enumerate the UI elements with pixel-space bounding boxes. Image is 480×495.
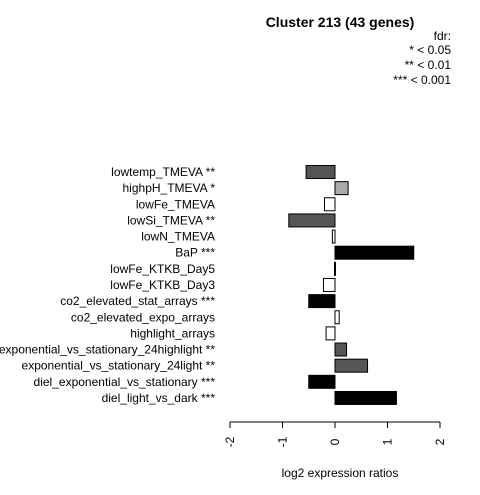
bar xyxy=(305,165,336,179)
category-label: lowSi_TMEVA ** xyxy=(127,213,215,227)
bar xyxy=(333,261,336,276)
bar xyxy=(322,277,336,292)
x-tick-label: 0 xyxy=(328,438,342,445)
category-label: highpH_TMEVA * xyxy=(123,181,216,195)
x-axis: -2 -1 0 1 2 xyxy=(223,421,447,447)
bar xyxy=(331,229,336,244)
category-labels: lowtemp_TMEVA ** highpH_TMEVA * lowFe_TMEV… xyxy=(0,165,215,405)
bars xyxy=(288,165,415,405)
category-label: exponential_vs_stationary_24highlight ** xyxy=(0,343,215,357)
x-tick-label: -2 xyxy=(223,436,237,447)
bar xyxy=(334,310,340,325)
bar xyxy=(334,390,397,405)
category-label: lowN_TMEVA xyxy=(141,230,215,244)
bar xyxy=(334,245,415,260)
x-tick-label: 2 xyxy=(433,438,447,445)
category-label: lowFe_KTKB_Day3 xyxy=(110,278,215,292)
category-label: exponential_vs_stationary_24light ** xyxy=(22,359,216,373)
x-axis-label: log2 expression ratios xyxy=(282,466,399,480)
bar xyxy=(334,181,349,196)
bar xyxy=(308,294,336,309)
x-tick-label: -1 xyxy=(276,436,290,447)
bar xyxy=(288,213,336,228)
x-tick-label: 1 xyxy=(381,438,395,445)
legend-title: fdr: xyxy=(434,29,451,43)
bar xyxy=(325,326,336,341)
bar xyxy=(334,358,369,373)
category-label: co2_elevated_expo_arrays xyxy=(71,310,215,324)
category-label: highlight_arrays xyxy=(130,326,215,340)
category-label: lowFe_TMEVA xyxy=(136,197,215,211)
legend-entry-3: *** < 0.001 xyxy=(393,73,451,87)
legend-entry-2: ** < 0.01 xyxy=(405,58,452,72)
bar xyxy=(324,197,336,212)
chart-title: Cluster 213 (43 genes) xyxy=(266,14,415,30)
category-label: BaP *** xyxy=(175,246,215,260)
category-label: lowtemp_TMEVA ** xyxy=(111,165,215,179)
bar xyxy=(334,342,348,357)
category-label: lowFe_KTKB_Day5 xyxy=(110,262,215,276)
category-label: co2_elevated_stat_arrays *** xyxy=(60,294,215,308)
legend: fdr: * < 0.05 ** < 0.01 *** < 0.001 xyxy=(393,29,451,87)
category-label: diel_exponential_vs_stationary *** xyxy=(34,375,216,389)
category-label: diel_light_vs_dark *** xyxy=(102,391,216,405)
legend-entry-1: * < 0.05 xyxy=(409,43,451,57)
bar xyxy=(308,374,336,389)
